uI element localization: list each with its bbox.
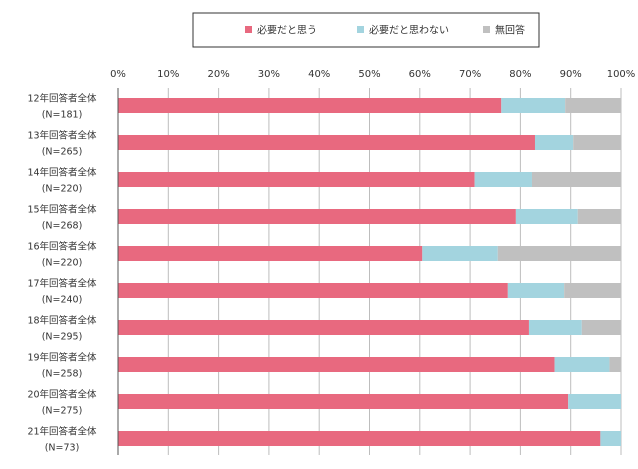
x-tick-label: 40% <box>308 69 330 80</box>
bar-segment <box>564 283 621 298</box>
category-label: 13年回答者全体 <box>27 130 97 142</box>
legend-swatch <box>357 26 364 33</box>
category-n-label: (N=220) <box>42 258 83 269</box>
bar-segment <box>118 172 475 187</box>
bar-segment <box>118 135 535 150</box>
x-axis-ticks: 0% 10% 20% 30% 40% 50% 60% 70% 80% 90% 100% <box>110 69 635 80</box>
category-label: 19年回答者全体 <box>27 352 97 364</box>
bar-segment <box>573 135 621 150</box>
x-tick-label: 70% <box>459 69 481 80</box>
category-n-label: (N=240) <box>42 295 83 306</box>
bar-segment <box>118 98 502 113</box>
bar-segment <box>118 394 569 409</box>
bar-segment <box>609 357 621 372</box>
category-label: 18年回答者全体 <box>27 315 97 327</box>
category-label: 17年回答者全体 <box>27 278 97 290</box>
category-label: 21年回答者全体 <box>27 426 97 438</box>
category-n-label: (N=275) <box>42 406 83 417</box>
category-label: 20年回答者全体 <box>27 389 97 401</box>
bar-segment <box>118 431 601 446</box>
bar-segment <box>528 320 582 335</box>
x-tick-label: 0% <box>110 69 126 80</box>
x-tick-label: 90% <box>560 69 582 80</box>
category-n-label: (N=268) <box>42 221 83 232</box>
legend-label: 無回答 <box>495 24 525 37</box>
bar-segment <box>565 98 621 113</box>
x-tick-label: 100% <box>607 69 636 80</box>
bar-segment <box>497 246 621 261</box>
legend: 必要だと思う 必要だと思わない 無回答 <box>245 24 525 37</box>
bar-segment <box>474 172 532 187</box>
bar-segment <box>534 135 574 150</box>
x-tick-label: 80% <box>509 69 531 80</box>
bar-segment <box>507 283 565 298</box>
bar-segment <box>501 98 566 113</box>
category-n-label: (N=265) <box>42 147 83 158</box>
category-label: 14年回答者全体 <box>27 167 97 179</box>
category-label: 15年回答者全体 <box>27 204 97 216</box>
bar-segment <box>118 357 555 372</box>
category-n-label: (N=181) <box>42 110 83 121</box>
bar-segment <box>118 320 529 335</box>
bar-segment <box>600 431 621 446</box>
y-axis-labels: 12年回答者全体 (N=181) 13年回答者全体 (N=265) 14年回答者全体 (N… <box>27 93 97 454</box>
bar-segment <box>554 357 610 372</box>
category-n-label: (N=220) <box>42 184 83 195</box>
bars <box>118 98 621 446</box>
bar-segment <box>577 209 621 224</box>
legend-label: 必要だと思わない <box>369 24 449 37</box>
bar-segment <box>581 320 621 335</box>
legend-label: 必要だと思う <box>257 24 317 37</box>
bar-segment <box>118 246 423 261</box>
legend-swatch <box>483 26 490 33</box>
bar-segment <box>422 246 498 261</box>
x-tick-label: 20% <box>207 69 229 80</box>
category-label: 16年回答者全体 <box>27 241 97 253</box>
bar-segment <box>118 283 508 298</box>
bar-segment <box>531 172 621 187</box>
bar-segment <box>568 394 621 409</box>
bar-segment <box>515 209 578 224</box>
legend-swatch <box>245 26 252 33</box>
bar-segment <box>118 209 516 224</box>
category-label: 12年回答者全体 <box>27 93 97 105</box>
category-n-label: (N=73) <box>45 443 80 454</box>
category-n-label: (N=258) <box>42 369 83 380</box>
x-tick-label: 50% <box>358 69 380 80</box>
x-tick-label: 30% <box>258 69 280 80</box>
x-tick-label: 60% <box>409 69 431 80</box>
category-n-label: (N=295) <box>42 332 83 343</box>
x-tick-label: 10% <box>157 69 179 80</box>
